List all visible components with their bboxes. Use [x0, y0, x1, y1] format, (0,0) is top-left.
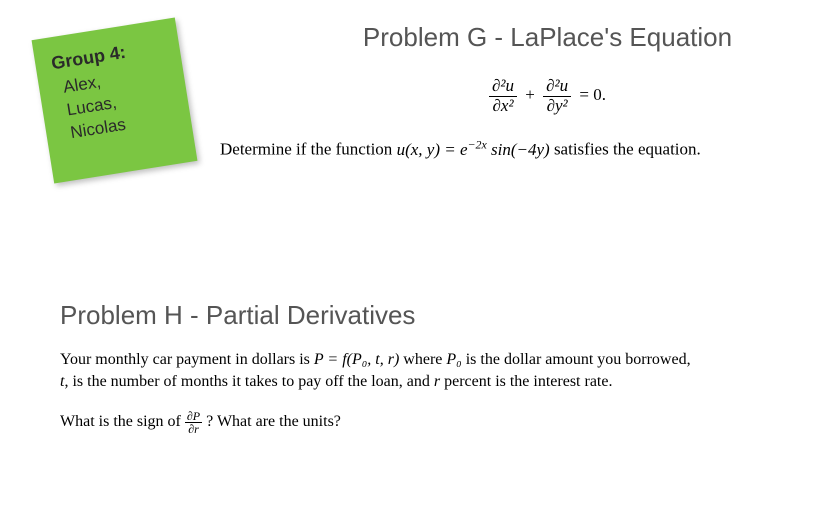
equation-rhs: = 0. [575, 85, 606, 104]
q-suffix: ? What are the units? [202, 413, 341, 430]
equation-plus: + [521, 85, 539, 104]
laplace-equation: ∂²u ∂x² + ∂²u ∂y² = 0. [280, 77, 815, 115]
body-p0: P₀ [446, 351, 461, 368]
prompt-suffix: satisfies the equation. [550, 140, 701, 159]
term1-den: ∂x² [489, 97, 517, 116]
group-sticky-note: Group 4: Alex, Lucas, Nicolas [32, 18, 198, 184]
laplace-term1: ∂²u ∂x² [489, 77, 517, 115]
q-prefix: What is the sign of [60, 413, 185, 430]
body-text-4: , is the number of months it takes to pa… [64, 373, 433, 390]
body-func: P = f(P₀, t, r) [314, 351, 399, 368]
q-fraction: ∂P∂r [185, 410, 202, 435]
prompt-prefix: Determine if the function [220, 140, 397, 159]
problem-g-prompt: Determine if the function u(x, y) = e−2x… [220, 137, 815, 160]
body-text-2: where [399, 351, 446, 368]
body-text-1: Your monthly car payment in dollars is [60, 351, 314, 368]
problem-g-section: Problem G - LaPlace's Equation ∂²u ∂x² +… [220, 22, 815, 160]
term2-den: ∂y² [543, 97, 571, 116]
body-text-3: is the dollar amount you borrowed, [462, 351, 691, 368]
prompt-exp: −2x [468, 137, 487, 151]
term2-num: ∂²u [543, 77, 571, 97]
term1-num: ∂²u [489, 77, 517, 97]
prompt-sin: sin(−4y) [487, 140, 550, 159]
laplace-term2: ∂²u ∂y² [543, 77, 571, 115]
prompt-func: u(x, y) = e [397, 140, 468, 159]
problem-h-question: What is the sign of ∂P∂r ? What are the … [60, 410, 775, 435]
problem-h-body: Your monthly car payment in dollars is P… [60, 349, 700, 392]
problem-h-section: Problem H - Partial Derivatives Your mon… [60, 300, 775, 435]
body-text-5: percent is the interest rate. [440, 373, 612, 390]
q-frac-den: ∂r [185, 423, 202, 435]
problem-g-heading: Problem G - LaPlace's Equation [280, 22, 815, 53]
problem-h-heading: Problem H - Partial Derivatives [60, 300, 775, 331]
